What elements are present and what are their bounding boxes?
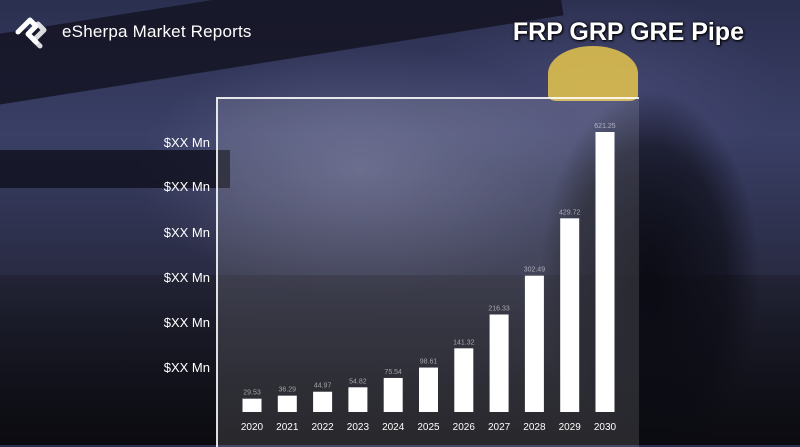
bar-2030	[595, 132, 615, 412]
x-tick-label: 2029	[559, 422, 582, 433]
bar-2029	[560, 218, 580, 412]
bar-value-label: 54.82	[349, 378, 367, 385]
bar-value-label: 29.53	[243, 390, 261, 397]
bar-value-label: 429.72	[559, 209, 581, 216]
x-tick-label: 2027	[488, 422, 511, 433]
x-tick-label: 2021	[276, 422, 299, 433]
bar-value-label: 36.29	[279, 387, 297, 394]
y-tick-label: $XX Mn	[164, 135, 210, 150]
value-labels: 29.53 36.29 44.97 54.82 75.54 98.61 141.32 216.…	[243, 123, 616, 397]
y-tick-label: $XX Mn	[164, 225, 210, 240]
x-tick-label: 2022	[311, 422, 334, 433]
bar-2026	[454, 348, 474, 412]
bar-2022	[313, 391, 333, 412]
bars	[242, 132, 615, 412]
y-tick-label: $XX Mn	[164, 179, 210, 194]
x-tick-label: 2020	[241, 422, 264, 433]
bar-2024	[383, 377, 403, 412]
bar-value-label: 44.97	[314, 383, 332, 390]
steel-beam-lower	[0, 150, 230, 188]
y-tick-label: $XX Mn	[164, 315, 210, 330]
y-axis-ticks: $XX Mn $XX Mn $XX Mn $XX Mn $XX Mn $XX Mn	[164, 135, 210, 375]
bar-2023	[348, 387, 368, 412]
x-tick-label: 2026	[453, 422, 476, 433]
y-tick-label: $XX Mn	[164, 270, 210, 285]
y-tick-label: $XX Mn	[164, 360, 210, 375]
bar-2021	[277, 395, 297, 412]
bar-value-label: 141.32	[453, 339, 475, 346]
x-tick-label: 2028	[523, 422, 546, 433]
bar-2025	[419, 367, 438, 412]
bar-value-label: 302.49	[524, 267, 546, 274]
bar-value-label: 98.61	[420, 359, 438, 366]
x-tick-label: 2030	[594, 422, 617, 433]
x-tick-label: 2023	[347, 422, 370, 433]
esherpa-logo-icon	[15, 17, 47, 49]
bar-2028	[524, 275, 544, 412]
report-title: FRP GRP GRE Pipe	[512, 18, 744, 46]
x-tick-label: 2024	[382, 422, 405, 433]
bar-value-label: 75.54	[384, 369, 402, 376]
bar-2027	[489, 314, 509, 412]
x-tick-label: 2025	[417, 422, 440, 433]
brand-logo: eSherpa Market Reports	[10, 10, 252, 54]
bar-2020	[242, 398, 262, 412]
bar-value-label: 621.25	[594, 123, 616, 130]
bar-value-label: 216.33	[488, 305, 510, 312]
hard-hat	[548, 46, 638, 101]
x-axis-ticks: 2020 2021 2022 2023 2024 2025 2026 2027 2028 2029…	[241, 422, 617, 433]
engineer-silhouette	[520, 60, 760, 445]
brand-name: eSherpa Market Reports	[62, 22, 252, 41]
